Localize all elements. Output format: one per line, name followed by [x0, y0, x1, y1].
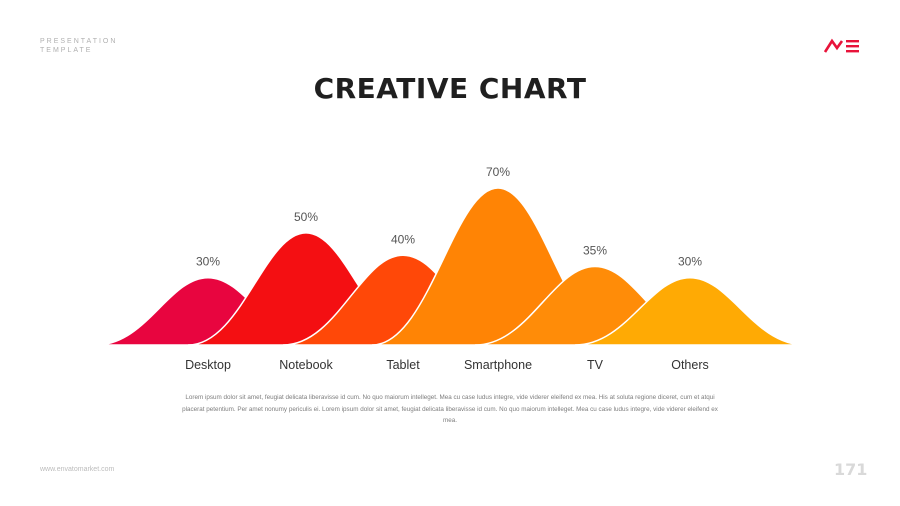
me-logo-icon: [824, 38, 859, 53]
value-label-desktop: 30%: [196, 255, 220, 269]
brand-tag: PRESENTATION TEMPLATE: [40, 38, 118, 54]
footer-url: www.envatomarket.com: [40, 466, 115, 473]
category-label-desktop: Desktop: [185, 358, 231, 372]
value-label-smartphone: 70%: [486, 165, 510, 179]
page-number: 171: [834, 460, 868, 479]
page-title: CREATIVE CHART: [313, 72, 587, 105]
value-label-notebook: 50%: [294, 210, 318, 224]
creative-chart: 30% Desktop 50% Notebook 40% Tablet 70% Smartph…: [95, 165, 806, 372]
body-text: Lorem ipsum dolor sit amet, feugiat deli…: [182, 394, 718, 424]
category-label-tv: TV: [587, 358, 604, 372]
category-label-smartphone: Smartphone: [464, 358, 532, 372]
value-label-others: 30%: [678, 255, 702, 269]
value-label-tablet: 40%: [391, 232, 415, 246]
peak-others: [574, 276, 806, 346]
category-label-notebook: Notebook: [279, 358, 333, 372]
category-label-others: Others: [671, 358, 709, 372]
category-label-tablet: Tablet: [386, 358, 420, 372]
value-label-tv: 35%: [583, 244, 607, 258]
